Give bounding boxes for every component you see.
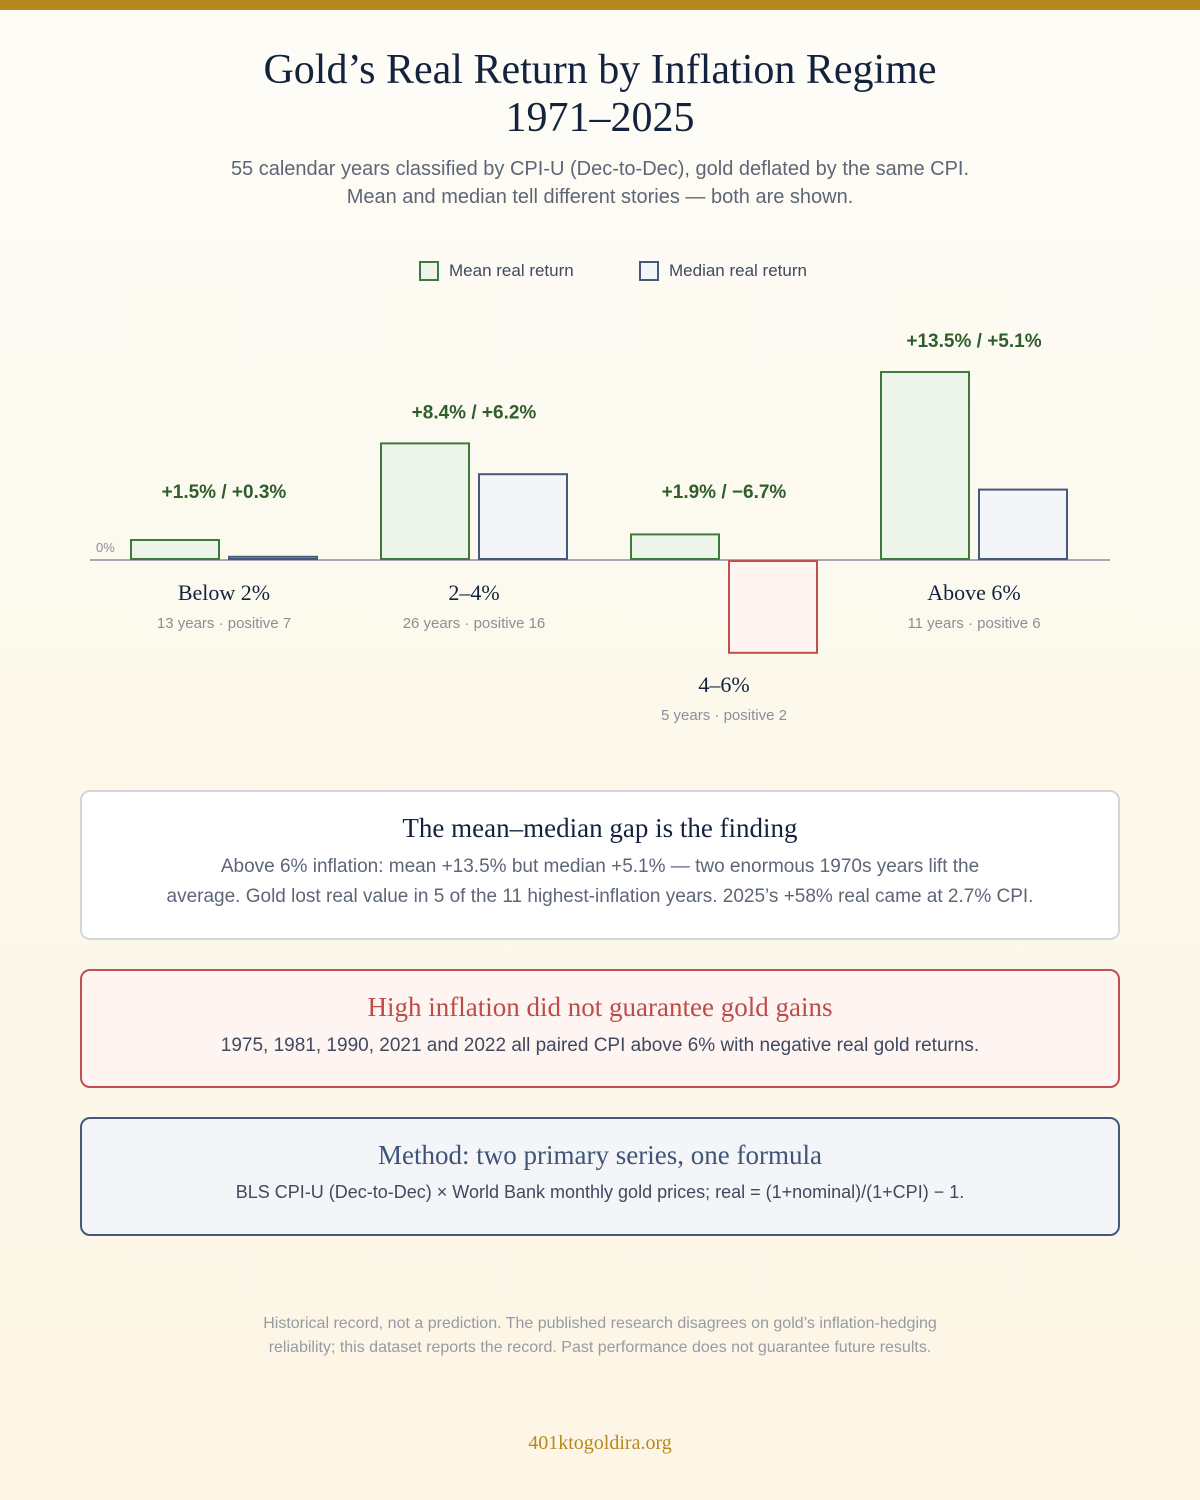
category-note-regime-1: 13 years · positive 7 — [157, 615, 291, 632]
category-note-regime-4: 11 years · positive 6 — [907, 615, 1040, 632]
data-label-regime-4: +13.5% / +5.1% — [906, 331, 1041, 352]
data-label-regime-2: +8.4% / +6.2% — [412, 402, 537, 423]
category-label-regime-3: 4–6% — [698, 672, 749, 697]
bar-median-regime-3 — [728, 560, 818, 654]
bar-mean-regime-1 — [130, 539, 220, 560]
disclaimer-line-1: Historical record, not a prediction. The… — [263, 1315, 937, 1332]
bar-mean-regime-2 — [380, 442, 470, 560]
method-card-title: Method: two primary series, one formula — [378, 1140, 822, 1170]
page-title: Gold’s Real Return by Inflation Regime 1… — [0, 46, 1200, 142]
subtitle-line-1: 55 calendar years classified by CPI-U (D… — [230, 158, 970, 180]
method-card-body: BLS CPI-U (Dec-to-Dec) × World Bank mont… — [235, 1182, 965, 1202]
bar-median-regime-4 — [978, 488, 1068, 561]
category-label-regime-4: Above 6% — [927, 580, 1020, 605]
bar-median-regime-2 — [478, 473, 568, 560]
bar-mean-regime-4 — [880, 371, 970, 560]
legend-swatch-mean — [419, 261, 439, 281]
title-line-1: Gold’s Real Return by Inflation Regime — [263, 47, 937, 93]
legend-item-mean: Mean real return — [419, 259, 574, 283]
zero-axis-label: 0% — [96, 540, 115, 555]
category-note-regime-3: 5 years · positive 2 — [661, 707, 787, 724]
top-accent-bar — [0, 0, 1200, 10]
finding-card-body: Above 6% inflation: mean +13.5% but medi… — [82, 852, 1118, 912]
finding-card-body-line-1: Above 6% inflation: mean +13.5% but medi… — [220, 856, 980, 877]
category-label-regime-2: 2–4% — [448, 580, 499, 605]
subtitle-line-2: Mean and median tell different stories —… — [346, 186, 854, 208]
bar-median-regime-1 — [228, 555, 318, 560]
finding-card-body-line-2: average. Gold lost real value in 5 of th… — [166, 886, 1034, 907]
warning-card: High inflation did not guarantee gold ga… — [80, 969, 1120, 1088]
title-line-2: 1971–2025 — [505, 95, 695, 141]
bar-mean-regime-3 — [630, 533, 720, 560]
disclaimer: Historical record, not a prediction. The… — [0, 1312, 1200, 1360]
method-card: Method: two primary series, one formula … — [80, 1117, 1120, 1236]
warning-card-title: High inflation did not guarantee gold ga… — [367, 992, 833, 1022]
data-label-regime-1: +1.5% / +0.3% — [162, 482, 287, 503]
warning-card-body: 1975, 1981, 1990, 2021 and 2022 all pair… — [220, 1035, 980, 1056]
disclaimer-line-2: reliability; this dataset reports the re… — [268, 1339, 932, 1356]
site-link[interactable]: 401ktogoldira.org — [528, 1432, 672, 1454]
finding-card: The mean–median gap is the finding Above… — [80, 790, 1120, 940]
category-label-regime-1: Below 2% — [178, 580, 270, 605]
page-subtitle: 55 calendar years classified by CPI-U (D… — [0, 155, 1200, 211]
legend-label-mean: Mean real return — [449, 261, 574, 280]
regime-bar-chart: 0% +1.5% / +0.3% Below 2% 13 years · positi… — [90, 331, 1110, 724]
data-label-regime-3: +1.9% / −6.7% — [662, 482, 787, 503]
legend-label-median: Median real return — [669, 261, 807, 280]
category-note-regime-2: 26 years · positive 16 — [403, 615, 546, 632]
legend-item-median: Median real return — [639, 259, 807, 283]
finding-card-title: The mean–median gap is the finding — [402, 813, 798, 843]
legend-swatch-median — [639, 261, 659, 281]
